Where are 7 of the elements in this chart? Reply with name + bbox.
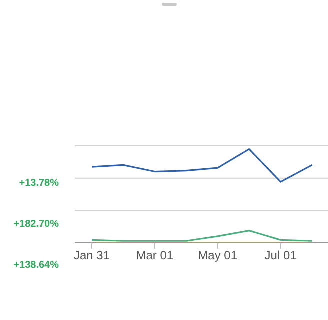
text: +138.64% — [14, 260, 59, 271]
x-tick-label: Mar 01 — [136, 248, 174, 263]
x-tick-label: May 01 — [198, 248, 238, 263]
x-tick-label: Jul 01 — [264, 248, 298, 263]
x-tick-label: Jan 31 — [74, 248, 110, 263]
text: +13.78% — [19, 178, 59, 189]
text: +182.70% — [14, 219, 59, 230]
